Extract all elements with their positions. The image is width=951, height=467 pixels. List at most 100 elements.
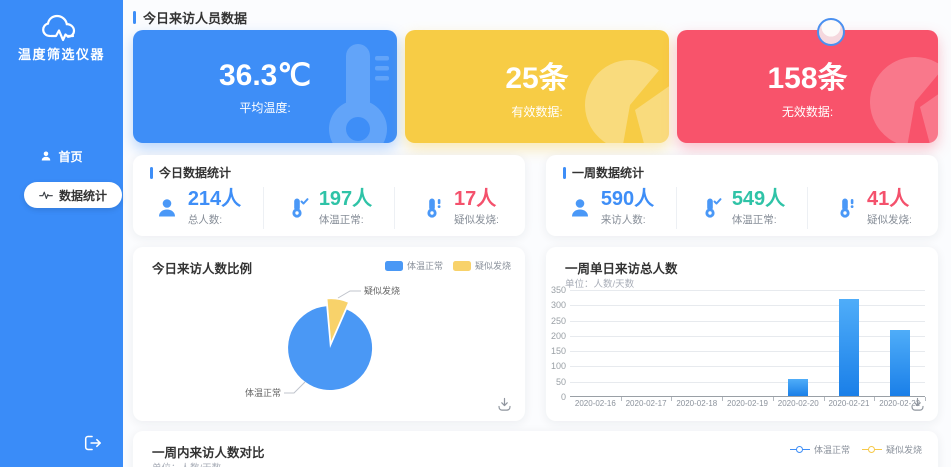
download-chart-button[interactable] (910, 397, 926, 413)
stat-label: 体温正常: (731, 214, 777, 226)
legend-item-normal[interactable]: 体温正常 (384, 259, 443, 272)
user-icon (42, 151, 51, 161)
x-tick (823, 397, 825, 401)
legend-label: 疑似发烧 (474, 261, 511, 271)
legend-item-fever[interactable]: 疑似发烧 (452, 259, 511, 272)
user-icon (158, 199, 175, 217)
x-axis-label: 2020-02-18 (676, 399, 718, 408)
x-axis-line (570, 396, 925, 397)
card-title: 今日数据统计 (159, 166, 232, 180)
accent-bar (150, 166, 153, 179)
gridline (570, 320, 925, 322)
pie-decor-icon (585, 60, 669, 143)
x-tick (671, 397, 673, 401)
pie-slice-fever (327, 299, 348, 342)
chart-title: 今日来访人数比例 (152, 262, 253, 276)
week-stats-card: 一周数据统计 590人 来访人数: (546, 155, 938, 236)
bar-2020-02-21 (838, 298, 859, 396)
sidebar-item-home[interactable]: 首页 (0, 144, 123, 168)
pie-legend: 体温正常 疑似发烧 (384, 259, 511, 272)
stat-value: 17人 (454, 188, 497, 210)
pie-chart-card: 今日来访人数比例 体温正常 疑似发烧 疑似发烧 体温正常 (133, 247, 525, 421)
gridline (570, 290, 925, 291)
line-chart-card: 一周内来访人数对比 单位：人数/天数 体温正常 疑似发烧 (133, 431, 938, 467)
x-axis-label: 2020-02-21 (828, 399, 870, 408)
stats-row: 214人 总人数: 197人 体温正常: (133, 187, 525, 229)
legend-line-marker-icon (861, 446, 882, 454)
stat-value: 549人 (731, 188, 786, 210)
chart-unit-label: 单位：人数/天数 (565, 279, 635, 290)
download-chart-button[interactable] (497, 397, 513, 413)
stat-value: 214人 (187, 188, 242, 210)
valid-data-card: 25条 有效数据: (405, 30, 669, 143)
gridline (570, 381, 925, 383)
y-tick-label: 50 (555, 376, 566, 387)
sidebar: 温度筛选仪器 首页 数据统计 (0, 0, 123, 467)
valid-data-label: 有效数据: (511, 105, 563, 119)
legend-label: 疑似发烧 (885, 445, 922, 455)
logout-icon (84, 435, 101, 451)
bar-2020-02-20 (788, 378, 809, 396)
x-tick (620, 397, 622, 401)
x-axis-label: 2020-02-17 (625, 399, 667, 408)
stat-label: 疑似发烧: (867, 214, 912, 226)
x-tick (925, 397, 926, 401)
x-axis-label: 2020-02-22 (879, 399, 921, 408)
stat-label: 来访人数: (600, 214, 646, 226)
logout-button[interactable] (80, 432, 106, 454)
pie-chart: 疑似发烧 体温正常 (245, 285, 400, 398)
y-tick-label: 300 (550, 300, 566, 311)
y-tick-label: 350 (550, 285, 566, 295)
legend-item-normal[interactable]: 体温正常 (789, 443, 850, 456)
bar-plot-area: 0 50 100 150 200 250 300 350 (551, 285, 926, 402)
thermometer-check-icon (292, 198, 309, 218)
accent-bar (563, 166, 566, 179)
bar-chart-card: 一周单日来访总人数 单位：人数/天数 0 50 100 150 200 250 300 350… (546, 247, 938, 421)
avg-temperature-card: 36.3℃ 平均温度: (133, 30, 397, 143)
chart-title: 一周单日来访总人数 (565, 262, 678, 276)
chart-unit-label: 单位：人数/天数 (152, 460, 221, 467)
app-title: 温度筛选仪器 (17, 47, 105, 62)
download-icon (911, 397, 924, 411)
sidebar-item-label: 首页 (58, 149, 83, 164)
x-axis-label: 2020-02-16 (574, 399, 616, 408)
legend-swatch-icon (452, 260, 471, 271)
x-axis-labels: 2020-02-16 2020-02-17 2020-02-18 2020-02-19… (570, 399, 925, 408)
stat-normal-temp: 549人 体温正常: (676, 187, 807, 229)
valid-data-value: 25条 (505, 62, 569, 95)
sidebar-item-data-stats[interactable]: 数据统计 (24, 182, 122, 208)
thermometer-alert-icon (427, 198, 441, 218)
section-title: 今日来访人员数据 (143, 11, 248, 26)
thermometer-check-icon (705, 198, 722, 218)
card-title: 一周数据统计 (572, 166, 645, 180)
avg-temperature-value: 36.3℃ (218, 58, 312, 92)
stat-label: 疑似发烧: (454, 214, 499, 226)
x-tick (874, 397, 876, 401)
stat-normal-temp: 197人 体温正常: (263, 187, 394, 229)
gridline (570, 335, 925, 337)
invalid-data-value: 158条 (767, 62, 848, 95)
section-header: 今日来访人员数据 (133, 8, 247, 27)
x-axis-label: 2020-02-19 (727, 399, 768, 408)
stat-label: 总人数: (187, 214, 223, 226)
gridline (570, 366, 925, 368)
chart-title: 一周内来访人数对比 (152, 446, 265, 460)
pulse-icon (39, 191, 53, 200)
stat-total-people: 214人 总人数: (133, 187, 263, 229)
gridline (570, 305, 925, 307)
stat-value: 197人 (318, 188, 373, 210)
sidebar-item-label: 数据统计 (58, 188, 107, 203)
legend-item-fever[interactable]: 疑似发烧 (861, 443, 922, 456)
x-tick (722, 397, 724, 401)
stat-label: 体温正常: (318, 214, 364, 226)
y-tick-label: 150 (550, 346, 566, 357)
thermometer-icon (329, 44, 389, 143)
bar-2020-02-22 (889, 330, 910, 396)
stat-suspected-fever: 17人 疑似发烧: (394, 187, 525, 229)
stat-suspected-fever: 41人 疑似发烧: (807, 187, 938, 229)
stat-value: 41人 (867, 188, 910, 210)
y-tick-label: 250 (550, 315, 566, 326)
stat-value: 590人 (600, 188, 655, 210)
pie-label-normal: 体温正常 (245, 387, 281, 398)
avatar[interactable] (817, 18, 845, 46)
